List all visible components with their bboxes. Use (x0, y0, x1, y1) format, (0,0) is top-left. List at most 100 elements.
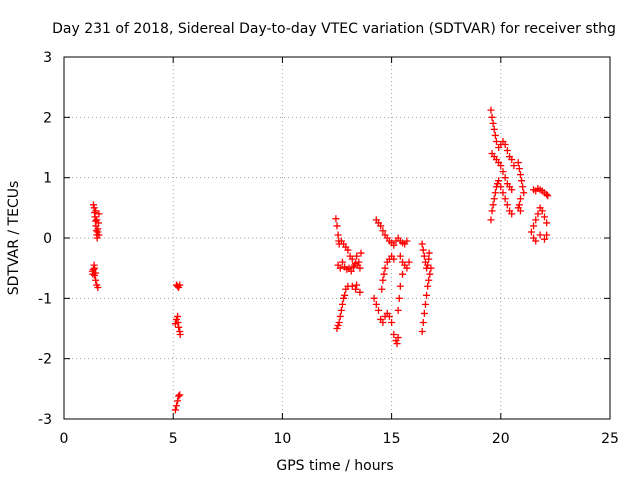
x-tick-label: 0 (60, 431, 69, 447)
data-point-marker (395, 294, 403, 302)
data-point-marker (176, 391, 184, 399)
data-point-marker (516, 207, 524, 215)
data-point-marker (348, 255, 356, 263)
data-point-marker (425, 249, 433, 257)
data-point-marker (93, 216, 101, 224)
data-point-marker (176, 281, 184, 289)
data-point-marker (332, 215, 340, 223)
data-point-marker (341, 291, 349, 299)
chart-title: Day 231 of 2018, Sidereal Day-to-day VTE… (52, 21, 616, 37)
data-point-marker (491, 131, 499, 139)
data-point-marker (508, 156, 516, 164)
data-point-marker (489, 201, 497, 209)
data-point-marker (425, 276, 433, 284)
data-point-marker (514, 159, 522, 167)
data-point-marker (390, 255, 398, 263)
data-point-marker (403, 264, 411, 272)
data-point-marker (487, 216, 495, 224)
data-point-marker (89, 201, 97, 209)
data-point-marker (515, 201, 523, 209)
data-point-marker (344, 246, 352, 254)
grid-lines (64, 57, 610, 419)
data-point-marker (497, 162, 505, 170)
y-tick-label: 0 (43, 231, 52, 247)
data-point-marker (370, 294, 378, 302)
data-point-marker (337, 306, 345, 314)
data-point-marker (495, 177, 503, 185)
data-point-marker (543, 219, 551, 227)
y-tick-label: 3 (43, 50, 52, 66)
data-point-marker (424, 261, 432, 269)
data-point-marker (492, 137, 500, 145)
axis-ticks (63, 56, 611, 420)
data-point-marker (174, 318, 182, 326)
data-point-marker (419, 246, 427, 254)
data-point-marker (92, 269, 100, 277)
data-point-marker (390, 331, 398, 339)
data-point-marker (380, 270, 388, 278)
data-point-marker (394, 306, 402, 314)
data-point-marker (490, 195, 498, 203)
data-point-marker (499, 168, 507, 176)
data-point-marker (172, 402, 180, 410)
data-point-marker (494, 180, 502, 188)
data-point-marker (390, 241, 398, 249)
data-point-marker (396, 252, 404, 260)
data-point-marker (333, 222, 341, 230)
data-point-marker (520, 189, 528, 197)
data-point-marker (487, 106, 495, 114)
data-point-marker (490, 125, 498, 133)
data-point-marker (488, 113, 496, 121)
data-point-marker (89, 265, 97, 273)
data-point-marker (338, 300, 346, 308)
data-point-marker (94, 283, 102, 291)
data-point-marker (534, 210, 542, 218)
data-point-marker (95, 210, 103, 218)
data-point-marker (334, 231, 342, 239)
data-point-marker (427, 264, 435, 272)
data-point-marker (405, 258, 413, 266)
data-point-marker (503, 147, 511, 155)
data-point-marker (510, 162, 518, 170)
data-point-marker (394, 334, 402, 342)
data-point-marker (340, 294, 348, 302)
y-tick-label: 2 (43, 110, 52, 126)
data-point-marker (92, 207, 100, 215)
data-point-marker (374, 306, 382, 314)
data-point-marker (516, 195, 524, 203)
data-point-marker (352, 285, 360, 293)
data-point-marker (420, 252, 428, 260)
data-point-marker (501, 195, 509, 203)
data-point-marker (418, 328, 426, 336)
data-point-marker (423, 291, 431, 299)
data-point-marker (540, 213, 548, 221)
data-point-marker (508, 210, 516, 218)
data-point-marker (530, 222, 538, 230)
y-axis-label: SDTVAR / TECUs (6, 181, 22, 296)
data-point-marker (518, 177, 526, 185)
data-point-marker (393, 340, 401, 348)
data-point-marker (348, 282, 356, 290)
data-point-marker (175, 323, 183, 331)
data-point-marker (538, 207, 546, 215)
data-point-marker (527, 228, 535, 236)
data-point-marker (336, 312, 344, 320)
data-point-marker (543, 231, 551, 239)
data-point-marker (425, 255, 433, 263)
data-point-marker (334, 321, 342, 329)
data-point-marker (515, 165, 523, 173)
data-point-marker (543, 191, 551, 199)
data-point-marker (336, 264, 344, 272)
data-point-marker (357, 249, 365, 257)
data-point-marker (94, 225, 102, 233)
data-point-marker (377, 222, 385, 230)
data-point-marker (532, 216, 540, 224)
data-point-marker (372, 300, 380, 308)
data-point-marker (379, 276, 387, 284)
data-point-marker (488, 207, 496, 215)
data-point-marker (338, 258, 346, 266)
y-tick-label: -1 (38, 291, 52, 307)
y-tick-label: -3 (38, 412, 52, 428)
x-axis-label: GPS time / hours (276, 458, 393, 474)
